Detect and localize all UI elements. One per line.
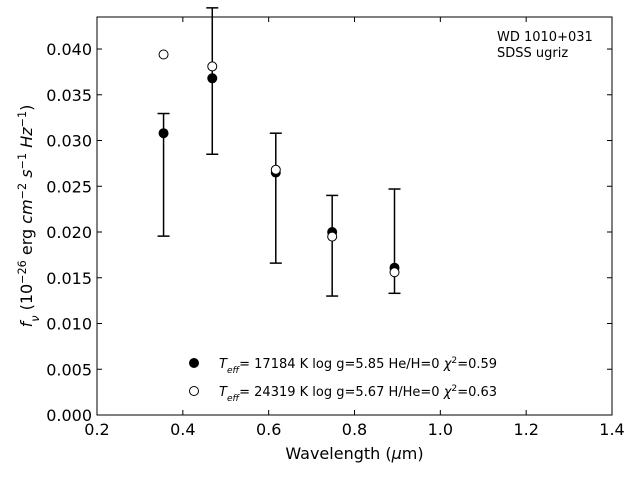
legend: Teff= 17184 K log g=5.85 He/H=0 χ2=0.59 … [189, 356, 497, 404]
x-tick-label: 0.4 [170, 420, 195, 439]
y-axis-title: fν (10−26 erg cm−2 s−1 Hz−1) [16, 105, 42, 328]
text-part: T [219, 385, 228, 400]
x-tick-label: 1.4 [599, 420, 624, 439]
text-part: ν [29, 316, 42, 322]
open-model-point [389, 267, 400, 278]
open-model-point [158, 49, 169, 60]
text-part: 2 [451, 356, 457, 366]
text-part: = 17184 K log g=5.85 He/H=0 [239, 357, 444, 372]
y-tick-label: 0.010 [46, 315, 92, 334]
y-tick-label: 0.030 [46, 132, 92, 151]
text-part: −2 [16, 183, 29, 200]
text-part: =0.59 [457, 357, 497, 372]
legend-entry-1: Teff= 17184 K log g=5.85 He/H=0 χ2=0.59 [219, 356, 497, 376]
x-tick-label: 0.8 [342, 420, 367, 439]
text-part: m) [402, 444, 424, 463]
text-part: −1 [16, 111, 29, 128]
filled-model-point [158, 128, 169, 139]
open-model-point [207, 61, 218, 72]
text-part: χ [443, 357, 453, 372]
text-part: −26 [16, 260, 29, 284]
text-part: =0.63 [457, 385, 497, 400]
y-tick-label: 0.020 [46, 223, 92, 242]
text-part: = 24319 K log g=5.67 H/He=0 [239, 385, 444, 400]
open-model-point [270, 164, 281, 175]
text-part: T [219, 357, 228, 372]
text-part: ) [17, 105, 36, 111]
annotation-object-name: WD 1010+031 [497, 30, 593, 45]
text-part: 2 [451, 384, 457, 394]
y-tick-label: 0.005 [46, 360, 92, 379]
text-part: cm [17, 199, 36, 223]
text-part: eff [227, 366, 241, 376]
open-model-point [327, 231, 338, 242]
text-part: μ [391, 444, 402, 463]
x-axis-title: Wavelength (μm) [285, 444, 423, 463]
y-tick-label: 0.000 [46, 406, 92, 425]
legend-marker-filled [189, 358, 199, 368]
y-tick-label: 0.015 [46, 269, 92, 288]
ticks-layer: 0.2 0.4 0.6 0.8 1.0 1.2 1.4 0.000 0.005 0.010 0.01… [46, 17, 625, 439]
text-part: eff [227, 394, 241, 404]
x-tick-label: 1.0 [428, 420, 453, 439]
annotation-survey-name: SDSS ugriz [497, 46, 568, 61]
y-tick-label: 0.035 [46, 86, 92, 105]
y-tick-label: 0.025 [46, 177, 92, 196]
x-tick-label: 0.6 [256, 420, 281, 439]
error-bars-layer [157, 7, 401, 297]
text-part: Wavelength ( [285, 444, 391, 463]
x-tick-label: 0.2 [84, 420, 109, 439]
legend-entry-2: Teff= 24319 K log g=5.67 H/He=0 χ2=0.63 [219, 384, 497, 404]
text-part: χ [443, 385, 453, 400]
text-part: s [17, 169, 36, 177]
text-part: f [17, 319, 36, 327]
text-part: Hz [17, 127, 36, 148]
text-part: (10 [17, 284, 36, 316]
filled-model-point [207, 73, 218, 84]
points-layer [158, 49, 400, 278]
y-tick-label: 0.040 [46, 40, 92, 59]
text-part: erg [17, 224, 36, 260]
text-part: −1 [16, 153, 29, 170]
plot-frame [96, 16, 613, 416]
x-tick-label: 1.2 [513, 420, 538, 439]
legend-marker-open [189, 386, 199, 396]
